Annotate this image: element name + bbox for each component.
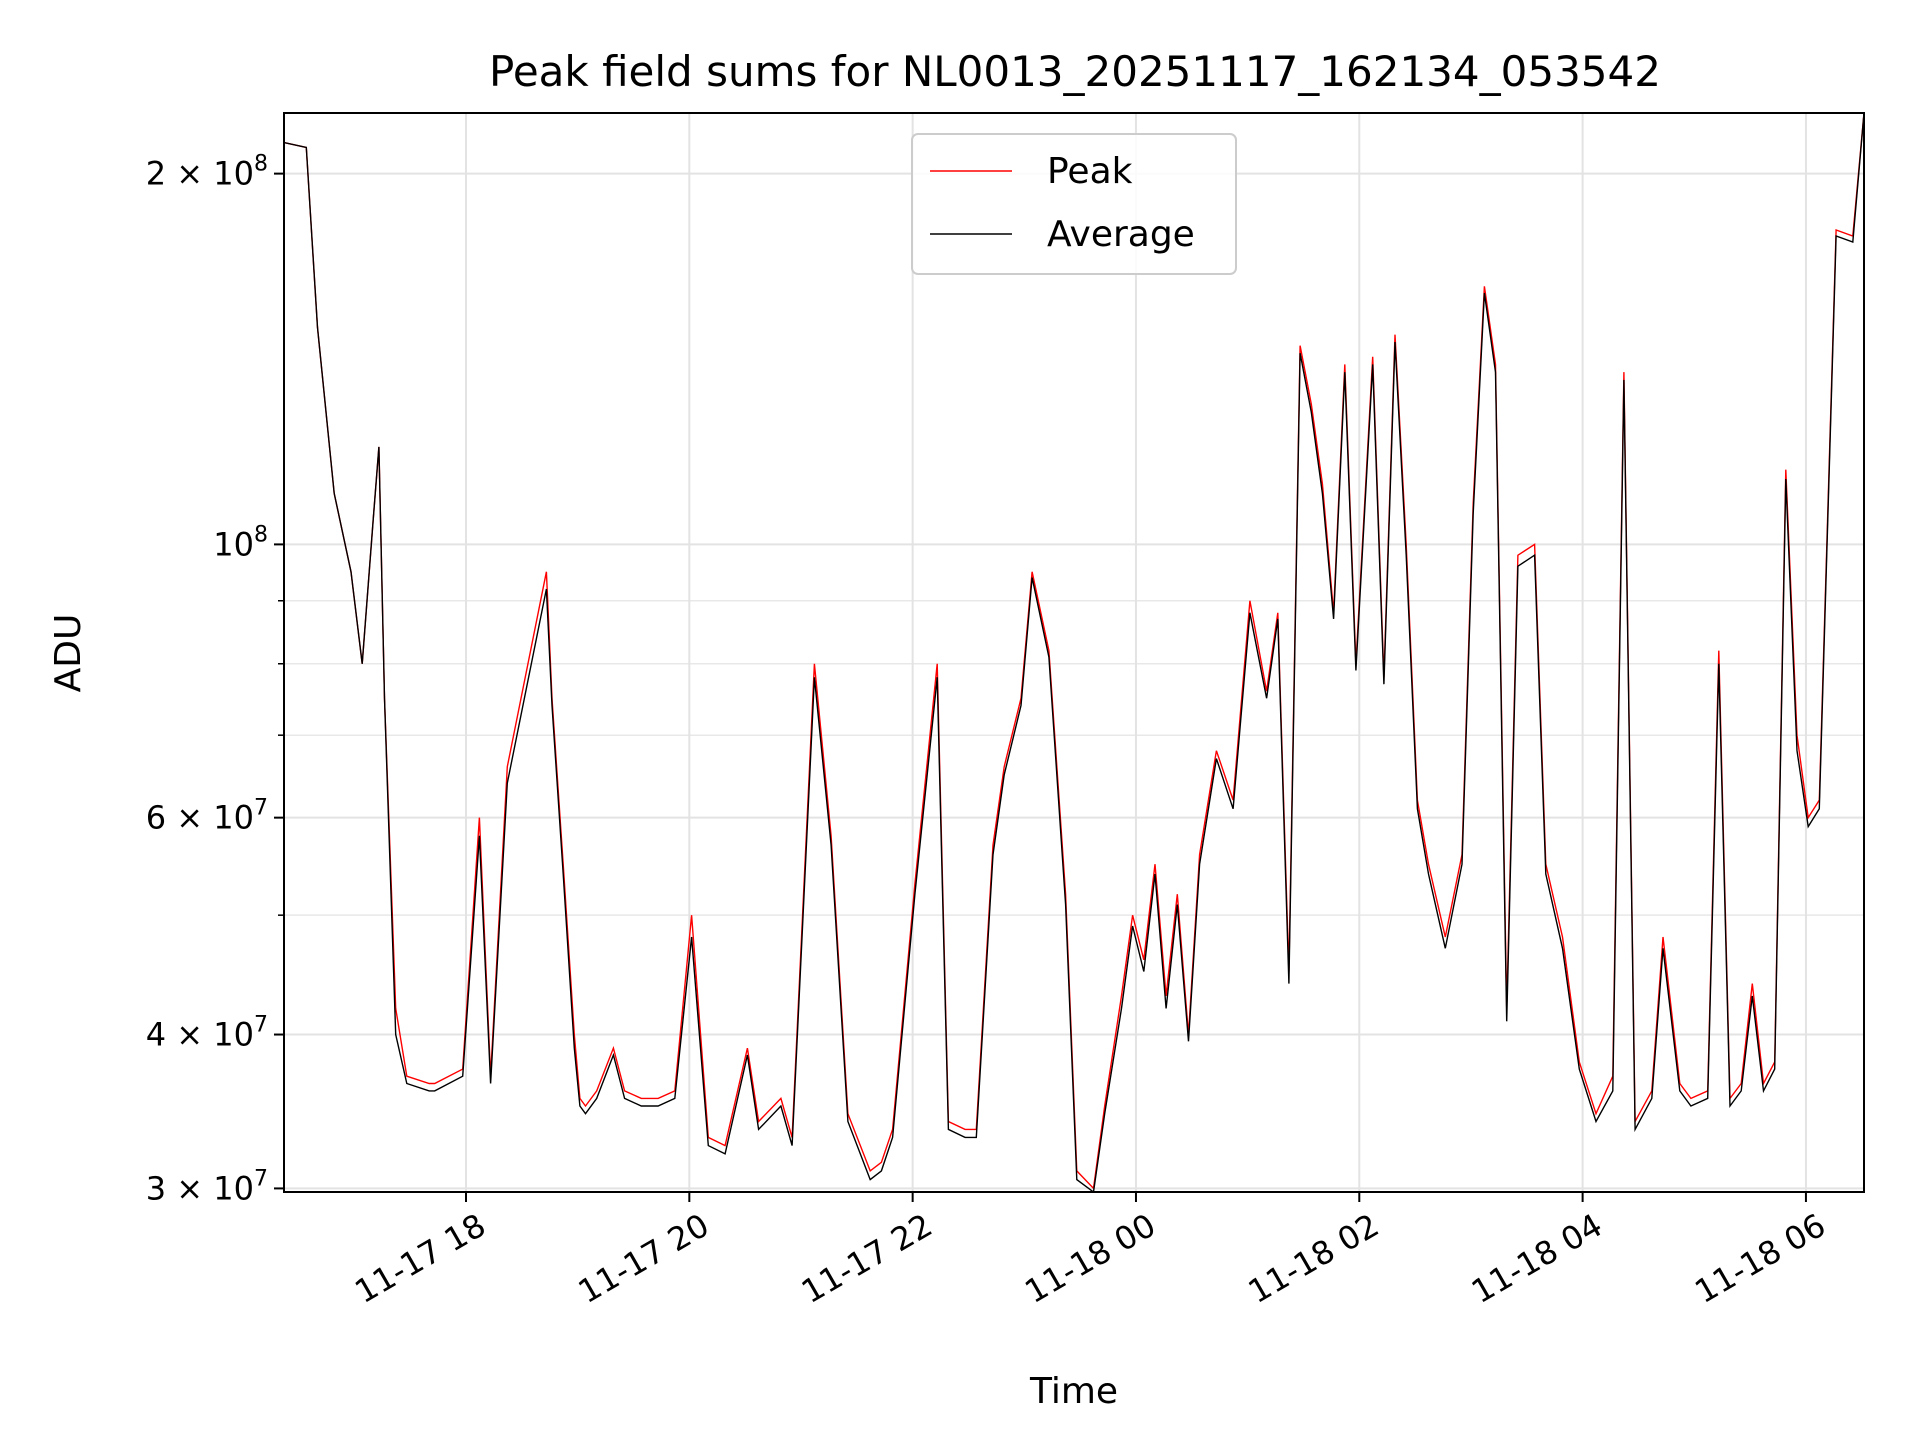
series-line-average [284,113,1864,1192]
x-tick-label: 11-18 06 [1688,1206,1832,1311]
legend-box [911,133,1237,275]
legend: Peak Average [911,133,1237,275]
x-axis-label: Time [1029,1371,1118,1412]
plot-area [284,113,1864,1192]
x-tick-label: 11-17 18 [348,1206,492,1311]
y-tick-label: 6 × 107 [146,796,268,837]
axes-frame [283,112,1865,1193]
y-tick-label: 2 × 108 [146,152,268,193]
x-tick-label: 11-18 02 [1242,1206,1386,1311]
x-tick-label: 11-18 04 [1465,1206,1609,1311]
y-axis-label: ADU [48,614,89,693]
x-tick-label: 11-17 22 [795,1206,939,1311]
x-axis: 11-17 18 11-17 20 11-17 22 11-18 00 11-18 02… [348,1192,1832,1311]
x-tick-label: 11-18 00 [1018,1206,1162,1311]
y-axis: 3 × 107 4 × 107 6 × 107 108 2 × 108 [146,152,284,1207]
chart-title: Peak field sums for NL0013_20251117_1621… [489,47,1661,96]
x-tick-label: 11-17 20 [572,1206,716,1311]
y-tick-label: 108 [213,522,268,563]
y-tick-label: 3 × 107 [146,1166,268,1207]
legend-label-peak: Peak [1047,151,1133,192]
y-tick-label: 4 × 107 [146,1013,268,1054]
legend-label-average: Average [1047,214,1195,255]
